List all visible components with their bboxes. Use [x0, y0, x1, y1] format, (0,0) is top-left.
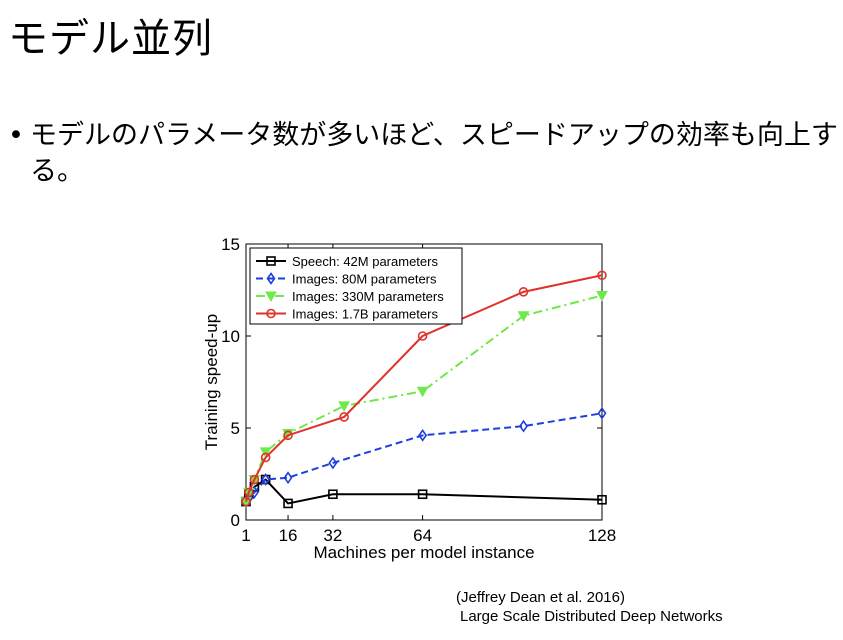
x-tick-label: 16 [279, 526, 298, 545]
series-marker-triangle [338, 401, 350, 412]
series-marker-triangle [265, 291, 277, 303]
citation: (Jeffrey Dean et al. 2016) Large Scale D… [456, 588, 723, 626]
series-marker-circle [241, 496, 251, 507]
series-marker-circle [597, 270, 607, 281]
legend-label: Images: 80M parameters [292, 272, 437, 287]
legend: Speech: 42M parameters Images: 80M parame… [249, 247, 463, 325]
citation-paper-title: Large Scale Distributed Deep Networks [460, 608, 723, 625]
series-marker-diamond [283, 471, 293, 485]
series-marker-square [417, 489, 428, 500]
series-marker-circle [249, 474, 260, 485]
y-tick-label: 10 [221, 327, 240, 346]
series-marker-square [597, 494, 607, 505]
y-tick-label: 5 [231, 419, 240, 438]
x-tick-label: 64 [413, 526, 432, 545]
series-marker-diamond [519, 419, 528, 433]
series-line [245, 412, 603, 503]
series-marker-circle [244, 487, 254, 498]
series-marker-triangle [517, 311, 530, 322]
series-marker-circle [260, 452, 271, 463]
series-marker-square [283, 498, 293, 509]
bullet-point: • モデルのパラメータ数が多いほど、スピードアップの効率も向上する。 [8, 118, 838, 190]
series-marker-circle [283, 430, 293, 441]
series-marker-triangle [416, 386, 429, 398]
y-axis-label: Training speed-up [202, 314, 221, 450]
series-group [241, 270, 607, 507]
plot-area-frame [245, 243, 603, 521]
series-marker-square [266, 256, 276, 266]
bullet-dot: • [8, 120, 24, 151]
x-tick-label: 1 [241, 526, 250, 545]
series-group [241, 474, 607, 509]
series-marker-diamond [418, 428, 428, 442]
series-line [245, 478, 603, 505]
x-tick-label: 32 [323, 526, 342, 545]
axis-ticks: 1 16 32 64 128 0 5 10 15 [221, 235, 616, 545]
series-marker-circle [339, 412, 349, 422]
series-marker-circle [518, 287, 529, 297]
series-group [241, 406, 607, 508]
series-marker-triangle [596, 291, 608, 302]
legend-entry: Images: 80M parameters [256, 272, 437, 287]
legend-label: Images: 330M parameters [292, 289, 444, 304]
legend-label: Images: 1.7B parameters [292, 307, 438, 322]
bullet-text: モデルのパラメータ数が多いほど、スピードアップの効率も向上する。 [30, 120, 838, 187]
series-marker-circle [417, 331, 428, 341]
legend-entry: Images: 1.7B parameters [256, 307, 438, 322]
y-tick-label: 0 [231, 511, 240, 530]
series-line [245, 294, 603, 502]
x-axis-label: Machines per model instance [313, 543, 534, 562]
series-marker-triangle [259, 447, 272, 458]
y-tick-label: 15 [221, 235, 240, 254]
series-layer [240, 270, 608, 509]
citation-authors: (Jeffrey Dean et al. 2016) [456, 589, 625, 606]
legend-label: Speech: 42M parameters [292, 254, 438, 269]
series-marker-circle [266, 308, 276, 319]
legend-entry: Images: 330M parameters [256, 289, 444, 304]
series-marker-diamond [266, 272, 276, 285]
x-tick-label: 128 [588, 526, 616, 545]
series-marker-diamond [328, 456, 338, 470]
slide-title: モデル並列 [8, 16, 213, 62]
series-marker-square [328, 489, 338, 500]
legend-entry: Speech: 42M parameters [256, 254, 438, 269]
series-marker-diamond [261, 473, 271, 486]
series-marker-diamond [597, 406, 607, 420]
